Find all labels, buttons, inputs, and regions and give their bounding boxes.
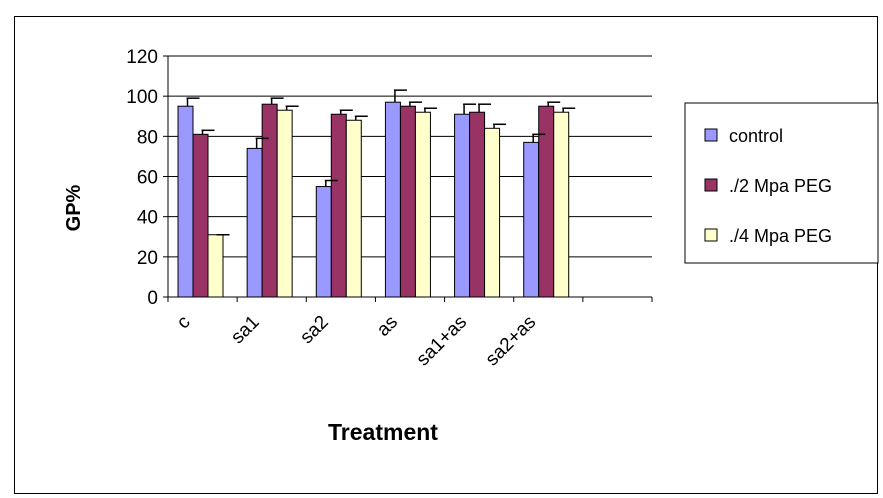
x-tick-label: sa1 [227,312,264,349]
y-tick-label: 80 [137,127,158,148]
legend-swatch [704,228,718,242]
x-tick-labels: c sa1 sa2 as sa1+as sa2+as [173,312,540,371]
bar [207,234,224,298]
x-tick-label: sa2+as [482,312,541,371]
legend-swatch [704,178,718,192]
bar [177,105,194,298]
y-tick-label: 0 [147,288,158,309]
bar [315,186,332,298]
x-tick-label: as [373,312,402,341]
bar [484,127,501,298]
bar [384,101,401,298]
x-axis-title: Treatment [328,419,438,445]
legend-label: ./4 Mpa PEG [729,226,832,246]
bar [454,113,471,298]
y-tick-label: 40 [137,208,158,229]
legend-label: ./2 Mpa PEG [729,176,832,196]
x-tick-label: sa2 [296,312,333,349]
y-tick-label: 20 [137,248,158,269]
error-bars [186,89,576,236]
bar [330,113,347,298]
y-tick-label: 60 [137,168,158,189]
y-tick-label: 100 [126,87,158,108]
bar [192,133,209,298]
bar [553,111,570,298]
legend: control ./2 Mpa PEG ./4 Mpa PEG [684,102,879,264]
axes [163,55,653,302]
legend-swatch [704,128,718,142]
x-tick-label: c [173,312,195,334]
legend-label: control [729,126,783,146]
y-tick-label: 120 [126,47,158,68]
bars [177,101,570,298]
bar [469,111,486,298]
bar [399,105,416,298]
bar [345,119,362,298]
x-tick-label: sa1+as [413,312,472,371]
bar [523,141,540,298]
bar [276,109,293,298]
bar [414,111,431,298]
bar [246,147,263,298]
y-tick-labels: 0 20 40 60 80 100 120 [126,47,158,309]
y-axis-title: GP% [63,184,85,231]
bar [261,103,278,298]
